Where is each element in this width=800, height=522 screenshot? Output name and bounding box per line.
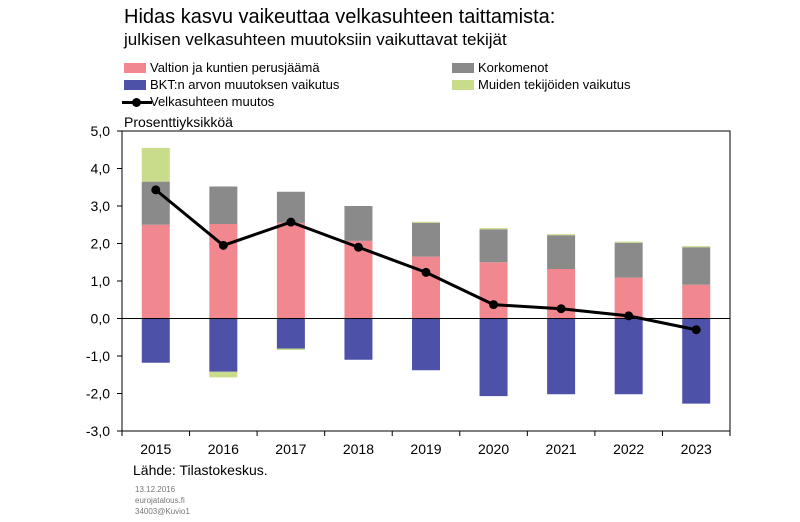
y-tick-label: 2,0 xyxy=(91,236,111,252)
bar-other xyxy=(141,147,170,182)
bar-primary xyxy=(682,284,711,319)
meta-code: 34003@Kuvio1 xyxy=(135,507,190,516)
source-note: Lähde: Tilastokeskus. xyxy=(133,462,268,478)
bar-other xyxy=(547,234,576,236)
bar-primary xyxy=(276,222,305,319)
y-axis-label: Prosenttiyksikköä xyxy=(124,114,233,130)
y-tick-label: -3,0 xyxy=(86,423,110,439)
line-point xyxy=(286,217,296,227)
x-tick-label: 2022 xyxy=(613,441,644,457)
bar-gdp xyxy=(141,318,170,363)
legend-label-interest: Korkomenot xyxy=(478,60,549,75)
y-tick-label: 3,0 xyxy=(91,198,111,214)
bar-primary xyxy=(209,224,238,319)
bar-other xyxy=(614,241,643,243)
line-point xyxy=(489,300,499,310)
bar-interest xyxy=(682,247,711,285)
bar-gdp xyxy=(344,318,373,360)
line-point xyxy=(691,325,701,335)
bar-gdp xyxy=(547,318,576,395)
line-point xyxy=(624,311,634,321)
bar-primary xyxy=(412,256,440,319)
bar-primary xyxy=(141,224,170,319)
bar-interest xyxy=(547,235,576,269)
bar-interest xyxy=(209,186,238,224)
bar-gdp xyxy=(209,318,238,372)
bar-primary xyxy=(344,240,373,319)
line-point xyxy=(556,304,566,314)
legend-swatch-primary xyxy=(124,63,146,73)
bar-other xyxy=(209,371,238,378)
meta-site: eurojatalous.fi xyxy=(135,496,185,505)
chart-title: Hidas kasvu vaikeuttaa velkasuhteen tait… xyxy=(124,6,556,28)
bar-interest xyxy=(344,206,373,241)
x-tick-label: 2016 xyxy=(208,441,239,457)
y-tick-label: -1,0 xyxy=(86,348,110,364)
bar-gdp xyxy=(412,318,440,371)
x-tick-label: 2019 xyxy=(410,441,441,457)
y-tick-label: 4,0 xyxy=(91,161,111,177)
bar-interest xyxy=(479,229,508,263)
bar-other xyxy=(276,348,305,350)
x-tick-label: 2021 xyxy=(546,441,577,457)
x-tick-label: 2023 xyxy=(681,441,712,457)
line-point xyxy=(353,242,363,252)
legend-swatch-line xyxy=(122,98,152,107)
x-tick-label: 2018 xyxy=(343,441,374,457)
bar-other xyxy=(682,246,711,248)
line-point xyxy=(218,240,228,250)
bar-interest xyxy=(412,222,440,257)
meta-date: 13.12.2016 xyxy=(135,485,176,494)
legend-label-gdp: BKT:n arvon muutoksen vaikutus xyxy=(150,77,340,92)
bar-interest xyxy=(614,242,643,278)
legend-label-other: Muiden tekijöiden vaikutus xyxy=(478,77,631,92)
x-tick-label: 2017 xyxy=(275,441,306,457)
legend-label-primary: Valtion ja kuntien perusjäämä xyxy=(150,60,320,75)
bar-primary xyxy=(479,262,508,319)
x-tick-label: 2015 xyxy=(140,441,171,457)
line-point xyxy=(151,185,161,195)
bar-gdp xyxy=(479,318,508,397)
legend-swatch-interest xyxy=(452,63,474,73)
bar-other xyxy=(412,221,440,223)
y-tick-label: 5,0 xyxy=(91,123,111,139)
bar-gdp xyxy=(276,318,305,349)
y-tick-label: -2,0 xyxy=(86,386,110,402)
chart-subtitle: julkisen velkasuhteen muutoksiin vaikutt… xyxy=(124,30,507,49)
legend-swatch-other xyxy=(452,80,474,90)
legend-label-line: Velkasuhteen muutos xyxy=(150,94,275,109)
x-tick-label: 2020 xyxy=(478,441,509,457)
y-tick-label: 1,0 xyxy=(91,273,111,289)
bar-other xyxy=(479,228,508,230)
line-point xyxy=(421,267,431,277)
y-tick-label: 0,0 xyxy=(91,311,111,327)
legend-swatch-gdp xyxy=(124,80,146,90)
bar-gdp xyxy=(614,318,643,395)
